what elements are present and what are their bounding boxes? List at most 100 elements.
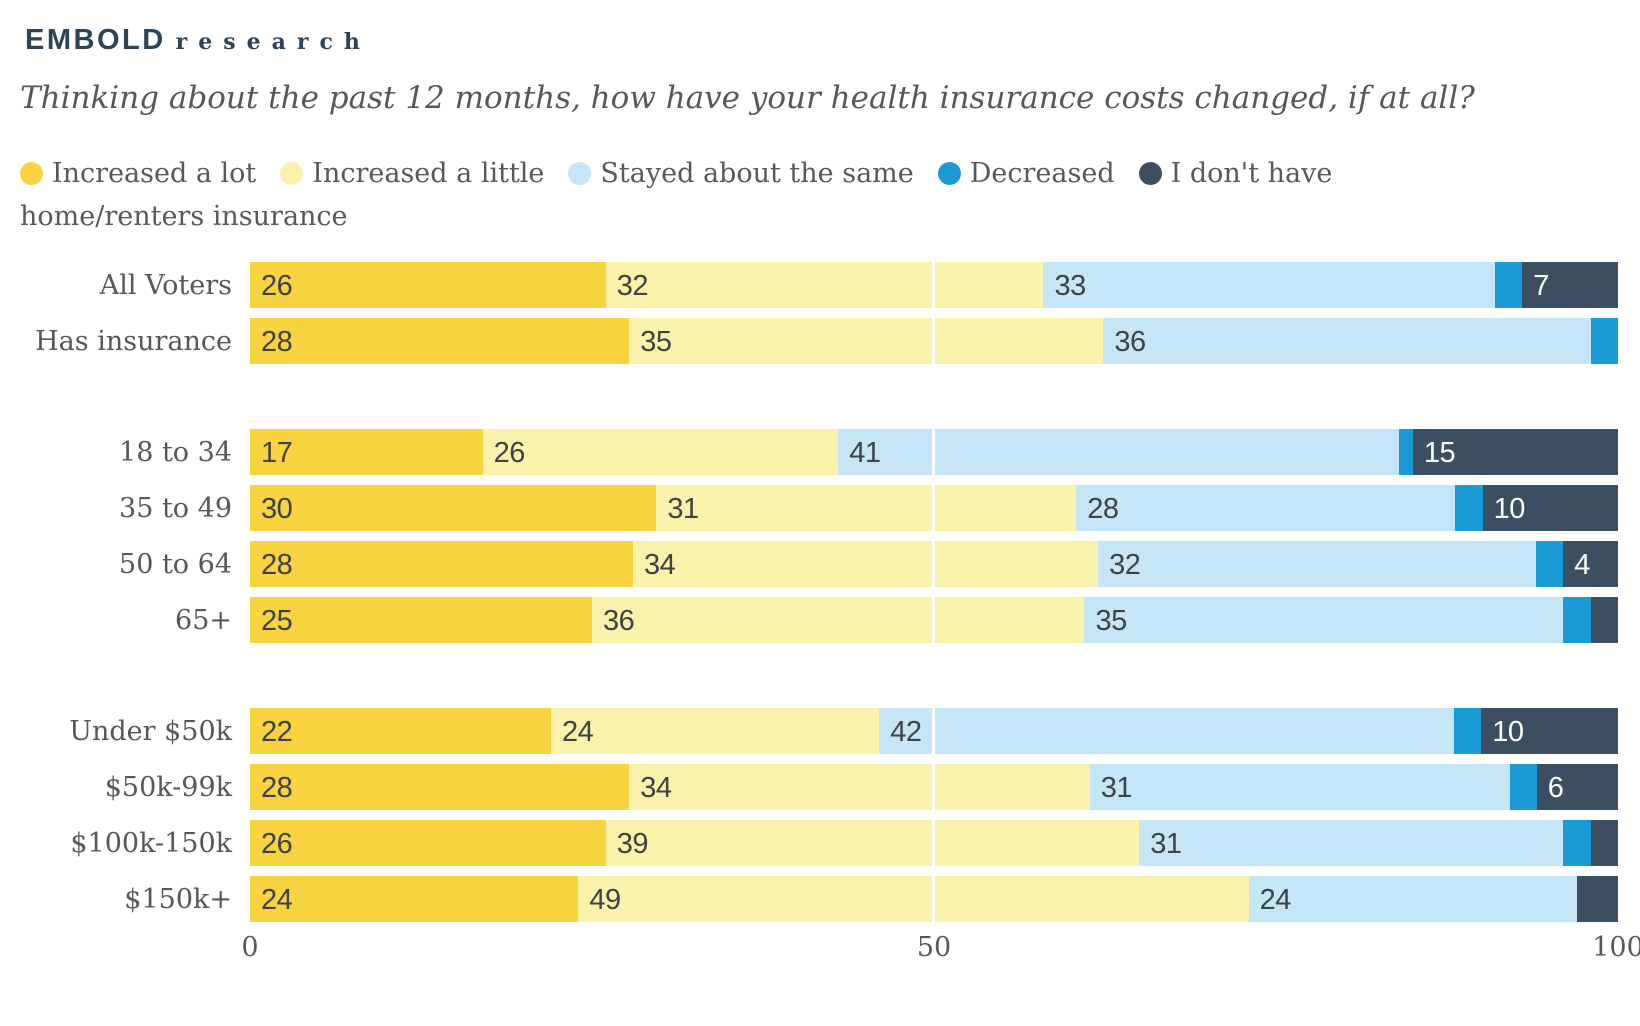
legend-item-increased-a-little: Increased a little	[280, 158, 544, 189]
bar-segment-increased-a-little: 49	[578, 876, 1249, 922]
x-axis-tick-100: 100	[1592, 932, 1640, 963]
bar-value-label: 33	[1054, 270, 1086, 302]
bar-value-label: 7	[1533, 270, 1549, 302]
bar-value-label: 24	[1259, 884, 1292, 916]
bar-value-label: 42	[890, 716, 922, 748]
legend-swatch-icon	[280, 162, 304, 185]
x-axis-tick-50: 50	[916, 932, 952, 963]
chart-row-50-to-64: 50 to 64 28 34 32 4	[0, 541, 1640, 587]
row-bars: 30 31 28 10	[250, 485, 1619, 531]
bar-segment-stayed-about-the-same: 36	[1103, 318, 1591, 364]
bar-value-label: 30	[261, 493, 293, 525]
bar-segment-increased-a-little: 24	[550, 708, 880, 754]
bar-segment-increased-a-lot: 26	[250, 820, 606, 866]
row-label: $150k+	[124, 884, 232, 915]
bar-segment-i-don-t-have-home-renters-insurance: 4	[1563, 541, 1619, 587]
bar-segment-increased-a-little: 39	[605, 820, 1140, 866]
bar-value-label: 6	[1547, 772, 1564, 804]
bar-value-label: 36	[1114, 326, 1146, 358]
legend-item-stayed-about-the-same: Stayed about the same	[568, 158, 914, 189]
chart-row-has-insurance: Has insurance 28 35 36	[0, 318, 1640, 364]
row-label: 50 to 64	[119, 549, 232, 580]
bar-segment-i-don-t-have-home-renters-insurance: 7	[1522, 262, 1619, 308]
legend-item-i-don-t-have-home-renters-insurance: I don't have home/renters insurance	[20, 158, 1332, 232]
row-label: All Voters	[99, 270, 232, 301]
chart-row-18-to-34: 18 to 34 17 26 41 15	[0, 429, 1640, 475]
logo-primary-text: EMBOLD	[25, 24, 166, 56]
legend-label: Decreased	[969, 158, 1115, 189]
chart-row-100k-150k: $100k-150k 26 39 31	[0, 820, 1640, 866]
bar-segment-increased-a-lot: 28	[250, 764, 630, 810]
legend-swatch-icon	[568, 162, 592, 185]
chart-row-65: 65+ 25 36 35	[0, 597, 1640, 643]
bar-segment-i-don-t-have-home-renters-insurance	[1590, 820, 1618, 866]
bar-segment-decreased	[1399, 429, 1413, 475]
bar-value-label: 34	[644, 549, 676, 581]
bar-segment-decreased	[1590, 318, 1619, 364]
bar-segment-increased-a-little: 34	[629, 764, 1090, 810]
bar-segment-decreased	[1509, 764, 1537, 810]
bar-segment-i-don-t-have-home-renters-insurance	[1576, 876, 1618, 922]
bar-segment-decreased	[1455, 485, 1483, 531]
bar-value-label: 10	[1493, 493, 1526, 525]
bar-value-label: 24	[561, 716, 594, 748]
row-bars: 22 24 42 10	[250, 708, 1618, 754]
bar-value-label: 35	[640, 326, 672, 358]
bar-value-label: 26	[261, 270, 293, 302]
legend-item-decreased: Decreased	[937, 158, 1115, 189]
bar-segment-increased-a-lot: 24	[250, 876, 579, 922]
legend-label: Stayed about the same	[600, 158, 914, 189]
legend-label: Increased a little	[312, 158, 545, 189]
bar-segment-stayed-about-the-same: 35	[1084, 597, 1564, 643]
bar-segment-stayed-about-the-same: 42	[879, 708, 1454, 754]
legend-label: I don't have home/renters insurance	[20, 158, 1333, 232]
bar-value-label: 28	[261, 326, 293, 358]
bar-segment-increased-a-lot: 25	[250, 597, 592, 643]
bar-segment-i-don-t-have-home-renters-insurance: 6	[1536, 764, 1618, 810]
x-axis-tick-0: 0	[241, 932, 259, 963]
legend-swatch-icon	[937, 162, 961, 185]
bar-segment-stayed-about-the-same: 33	[1043, 262, 1495, 308]
bar-value-label: 28	[1087, 493, 1119, 525]
bar-segment-increased-a-lot: 28	[250, 541, 634, 587]
chart-row-50k-99k: $50k-99k 28 34 31 6	[0, 764, 1640, 810]
bar-value-label: 26	[261, 828, 293, 860]
bar-segment-increased-a-lot: 17	[250, 429, 483, 475]
bar-segment-increased-a-lot: 30	[250, 485, 657, 531]
legend-item-increased-a-lot: Increased a lot	[20, 158, 256, 189]
bar-segment-decreased	[1494, 262, 1523, 308]
bar-segment-increased-a-little: 35	[629, 318, 1104, 364]
row-label: Has insurance	[35, 326, 232, 357]
row-label: $50k-99k	[104, 772, 232, 803]
bar-segment-stayed-about-the-same: 31	[1089, 764, 1510, 810]
bar-value-label: 26	[493, 437, 526, 469]
legend-swatch-icon	[1138, 162, 1162, 185]
row-label: Under $50k	[69, 716, 232, 747]
bar-segment-increased-a-lot: 28	[250, 318, 630, 364]
chart-row-150k: $150k+ 24 49 24	[0, 876, 1640, 922]
bar-value-label: 25	[261, 605, 293, 637]
bar-segment-stayed-about-the-same: 31	[1139, 820, 1564, 866]
bar-value-label: 24	[261, 884, 293, 916]
x-axis: 0 50 100	[0, 932, 1640, 972]
bar-value-label: 34	[640, 772, 672, 804]
row-bars: 28 35 36	[250, 318, 1619, 364]
bar-value-label: 28	[261, 772, 293, 804]
row-label: $100k-150k	[70, 828, 232, 859]
bar-segment-stayed-about-the-same: 28	[1076, 485, 1456, 531]
bar-segment-i-don-t-have-home-renters-insurance	[1590, 597, 1618, 643]
logo-secondary-text: research	[175, 29, 371, 55]
bar-segment-stayed-about-the-same: 32	[1098, 541, 1536, 587]
gridline-50	[932, 262, 935, 922]
row-bars: 28 34 31 6	[250, 764, 1618, 810]
chart-row-under-50k: Under $50k 22 24 42 10	[0, 708, 1640, 754]
page-title: Thinking about the past 12 months, how h…	[20, 80, 1475, 116]
bar-segment-decreased	[1563, 597, 1591, 643]
group-spacer	[0, 653, 1640, 708]
row-bars: 28 34 32 4	[250, 541, 1619, 587]
group-spacer	[0, 374, 1640, 429]
bar-segment-increased-a-lot: 26	[250, 262, 606, 308]
bar-segment-increased-a-lot: 22	[250, 708, 551, 754]
bar-segment-decreased	[1535, 541, 1564, 587]
bar-value-label: 36	[603, 605, 635, 637]
